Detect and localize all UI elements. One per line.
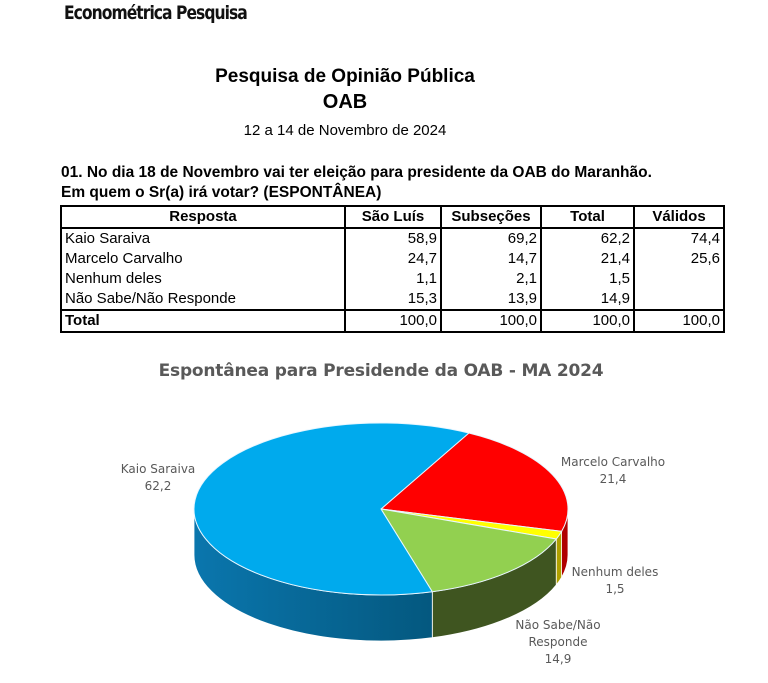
cell-total: 14,9 bbox=[540, 289, 635, 310]
label-name: Nenhum deles bbox=[571, 565, 659, 579]
table-total-row: Total 100,0 100,0 100,0 100,0 bbox=[60, 309, 725, 332]
cell-total-sao-luis: 100,0 bbox=[344, 309, 442, 332]
label-nenhum-deles: Nenhum deles 1,5 bbox=[560, 564, 670, 598]
label-name: Marcelo Carvalho bbox=[560, 455, 666, 469]
cell-sao-luis: 1,1 bbox=[344, 269, 442, 289]
cell-total-total: 100,0 bbox=[540, 309, 635, 332]
cell-total: 21,4 bbox=[540, 249, 635, 269]
report-title: Pesquisa de Opinião Pública bbox=[215, 66, 475, 87]
table-row: Marcelo Carvalho 24,7 14,7 21,4 25,6 bbox=[60, 249, 725, 269]
cell-resposta: Não Sabe/Não Responde bbox=[60, 289, 346, 310]
label-value: 1,5 bbox=[605, 582, 625, 596]
cell-validos bbox=[633, 269, 725, 289]
cell-validos bbox=[633, 289, 725, 310]
pie-slice-0 bbox=[379, 432, 569, 532]
question-text: 01. No dia 18 de Novembro vai ter eleiçã… bbox=[61, 163, 652, 203]
label-name: Kaio Saraiva bbox=[120, 462, 196, 476]
table-header-row: Resposta São Luís Subseções Total Válido… bbox=[60, 206, 725, 229]
col-header-subsecoes: Subseções bbox=[440, 206, 542, 229]
cell-subsecoes: 69,2 bbox=[440, 228, 542, 249]
col-header-resposta: Resposta bbox=[60, 206, 346, 229]
table-row: Nenhum deles 1,1 2,1 1,5 bbox=[60, 269, 725, 289]
label-value: 21,4 bbox=[599, 472, 627, 486]
label-value: 14,9 bbox=[544, 652, 572, 666]
report-subtitle: OAB bbox=[322, 91, 368, 113]
cell-total: 62,2 bbox=[540, 228, 635, 249]
cell-resposta: Kaio Saraiva bbox=[60, 228, 346, 249]
question-line-1: 01. No dia 18 de Novembro vai ter eleiçã… bbox=[61, 164, 652, 181]
col-header-validos: Válidos bbox=[633, 206, 725, 229]
col-header-sao-luis: São Luís bbox=[344, 206, 442, 229]
label-marcelo-carvalho: Marcelo Carvalho 21,4 bbox=[548, 454, 678, 488]
report-date: 12 a 14 de Novembro de 2024 bbox=[243, 122, 447, 139]
label-name-2: Responde bbox=[528, 635, 588, 649]
cell-sao-luis: 24,7 bbox=[344, 249, 442, 269]
cell-sao-luis: 15,3 bbox=[344, 289, 442, 310]
table-row: Não Sabe/Não Responde 15,3 13,9 14,9 bbox=[60, 289, 725, 310]
col-header-total: Total bbox=[540, 206, 635, 229]
cell-subsecoes: 2,1 bbox=[440, 269, 542, 289]
label-nao-sabe: Não Sabe/Não Responde 14,9 bbox=[503, 617, 613, 668]
label-value: 62,2 bbox=[144, 479, 172, 493]
cell-resposta: Nenhum deles bbox=[60, 269, 346, 289]
cell-total: 1,5 bbox=[540, 269, 635, 289]
cell-validos: 74,4 bbox=[633, 228, 725, 249]
cell-subsecoes: 14,7 bbox=[440, 249, 542, 269]
results-table: Resposta São Luís Subseções Total Válido… bbox=[60, 205, 725, 333]
cell-validos: 25,6 bbox=[633, 249, 725, 269]
pie-slice-2 bbox=[379, 508, 558, 593]
cell-resposta: Marcelo Carvalho bbox=[60, 249, 346, 269]
cell-total-validos: 100,0 bbox=[633, 309, 725, 332]
cell-subsecoes: 13,9 bbox=[440, 289, 542, 310]
cell-total-label: Total bbox=[60, 309, 346, 332]
cell-sao-luis: 58,9 bbox=[344, 228, 442, 249]
chart-title: Espontânea para Presidende da OAB - MA 2… bbox=[158, 361, 604, 381]
brand-logo: Econométrica Pesquisa bbox=[64, 2, 248, 24]
cell-total-subsecoes: 100,0 bbox=[440, 309, 542, 332]
pie-slice-3 bbox=[193, 422, 470, 596]
label-name-1: Não Sabe/Não bbox=[515, 618, 601, 632]
label-kaio-saraiva: Kaio Saraiva 62,2 bbox=[108, 461, 208, 495]
table-row: Kaio Saraiva 58,9 69,2 62,2 74,4 bbox=[60, 228, 725, 249]
question-line-2: Em quem o Sr(a) irá votar? (ESPONTÂNEA) bbox=[61, 184, 382, 201]
